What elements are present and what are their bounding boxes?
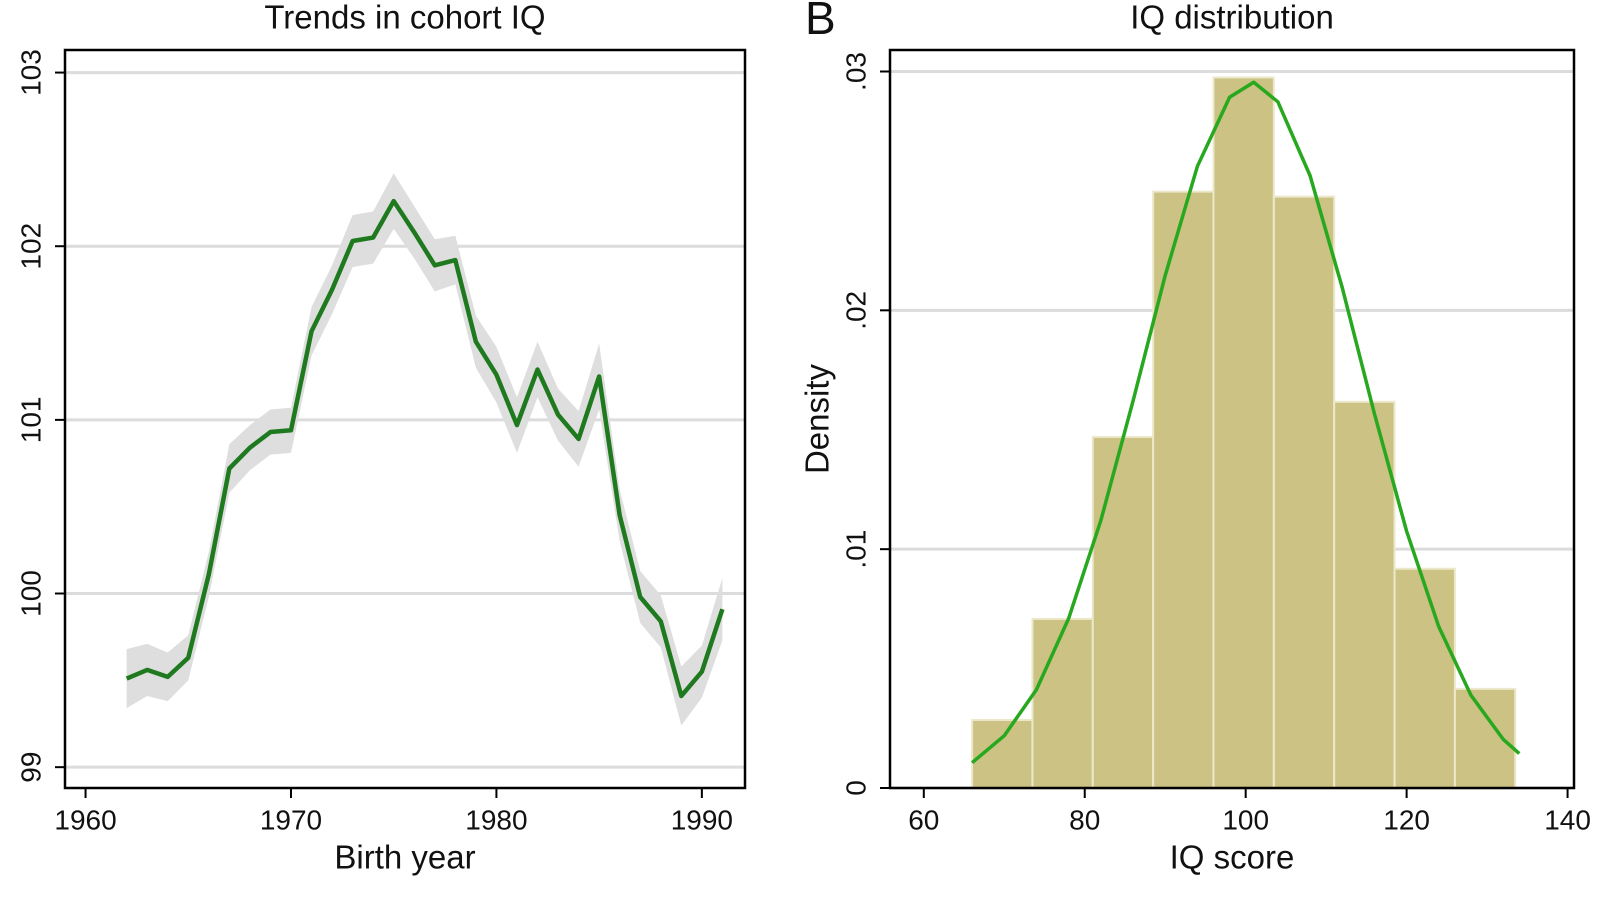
x-tick-label: 80 <box>1069 804 1100 835</box>
y-tick-label: 0 <box>840 780 871 796</box>
x-tick-label: 1990 <box>671 804 733 835</box>
y-tick-label: 103 <box>15 49 46 96</box>
y-tick-label: 100 <box>15 570 46 617</box>
x-tick-label: 1960 <box>54 804 116 835</box>
y-tick-label: 101 <box>15 397 46 444</box>
x-axis-title: Birth year <box>334 839 475 876</box>
chart-title: IQ distribution <box>1130 0 1334 36</box>
x-tick-label: 100 <box>1222 804 1269 835</box>
chart-title: Trends in cohort IQ <box>264 0 545 36</box>
plot-frame <box>888 48 1576 790</box>
y-tick-label: .01 <box>840 530 871 569</box>
histogram-bar <box>1333 400 1396 789</box>
histogram-bar <box>1152 190 1215 789</box>
histogram-bar <box>1453 687 1517 789</box>
y-tick-label: .03 <box>840 52 871 91</box>
y-axis-title: Density <box>799 363 836 474</box>
panel-label: B <box>805 0 836 44</box>
x-tick-label: 1980 <box>465 804 527 835</box>
x-tick-label: 60 <box>908 804 939 835</box>
y-tick-label: 102 <box>15 223 46 270</box>
x-tick-label: 1970 <box>260 804 322 835</box>
histogram-bar <box>1393 567 1456 789</box>
histogram-bar <box>1212 76 1275 790</box>
histogram-bar <box>1031 617 1094 789</box>
x-tick-label: 120 <box>1383 804 1430 835</box>
y-tick-label: 99 <box>15 752 46 783</box>
x-axis-title: IQ score <box>1170 839 1295 876</box>
plot-frame <box>63 48 747 790</box>
y-tick-label: .02 <box>840 291 871 330</box>
histogram-bar <box>1272 195 1336 789</box>
histogram-bar <box>1091 435 1155 789</box>
trend-line <box>125 198 725 699</box>
density-curve <box>970 80 1521 765</box>
x-tick-label: 140 <box>1544 804 1591 835</box>
